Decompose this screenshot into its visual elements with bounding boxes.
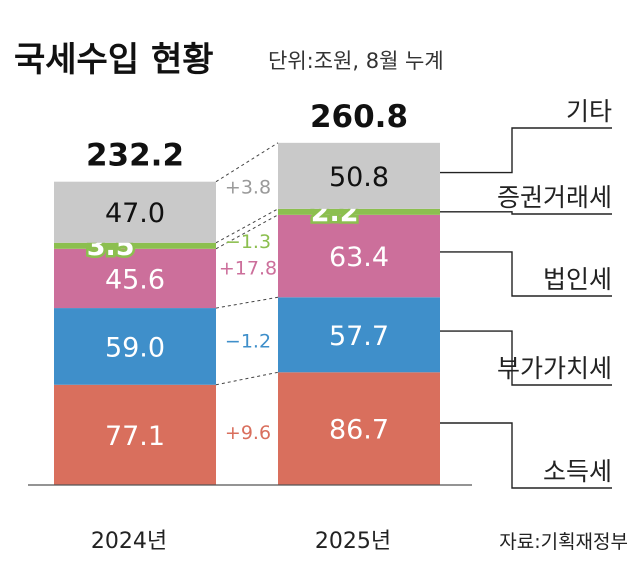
legend-leader-line <box>440 330 612 386</box>
legend-leader-line <box>440 211 612 215</box>
bar-value-label: 47.0 <box>105 198 165 229</box>
bar-segment <box>278 297 440 373</box>
bar-segment <box>278 208 440 215</box>
bar-value-label: 57.7 <box>329 321 389 352</box>
bar-segment <box>54 308 216 385</box>
category-labels: 2024년 2025년 <box>91 529 391 554</box>
legend-leader-line <box>440 127 612 174</box>
bar-value-label: 59.0 <box>105 332 165 363</box>
unit-label: 단위:조원, 8월 누계 <box>268 49 444 73</box>
legend-label: 법인세 <box>543 265 612 294</box>
legend-leader-line <box>440 251 612 297</box>
chart-title: 국세수입 현황 <box>14 40 214 80</box>
bar-segment <box>278 372 440 485</box>
bar-segment <box>278 214 440 298</box>
change-label: +3.8 <box>225 177 271 199</box>
legend-label: 소득세 <box>543 457 612 486</box>
legend-leader-line <box>440 422 612 489</box>
category-label: 2024년 <box>91 529 167 554</box>
change-label: +9.6 <box>225 422 271 444</box>
total-label: 260.8 <box>310 99 408 135</box>
connector-line <box>215 296 279 309</box>
source-label: 자료:기획재정부 <box>499 531 628 553</box>
change-label: +17.8 <box>219 257 277 279</box>
legend-label: 기타 <box>566 97 612 126</box>
bar-value-label: 50.8 <box>329 162 389 193</box>
bar-segment <box>278 142 440 209</box>
bar-value-label: 63.4 <box>329 242 389 273</box>
stacked-bars: 77.1 86.7+9.659.0 57.7−1.245.663.4+17.83.5… <box>54 99 440 485</box>
change-label: −1.2 <box>225 331 271 353</box>
bar-value-label: 77.1 <box>105 421 165 452</box>
legend-label: 부가가치세 <box>497 354 612 383</box>
bar-value-label: 86.7 <box>329 415 389 446</box>
total-label: 232.2 <box>86 138 184 174</box>
bar-segment <box>54 248 216 309</box>
connector-line <box>215 142 279 183</box>
legend-label: 증권거래세 <box>497 183 612 212</box>
bar-segment <box>54 242 216 249</box>
bar-segment <box>54 181 216 243</box>
category-label: 2025년 <box>315 529 391 554</box>
change-label: −1.3 <box>225 231 271 253</box>
connector-line <box>215 371 279 386</box>
legend: 소득세 부가가치세 법인세 증권거래세 기타 <box>440 97 612 489</box>
bar-value-label: 45.6 <box>105 264 165 295</box>
bar-segment <box>54 384 216 485</box>
